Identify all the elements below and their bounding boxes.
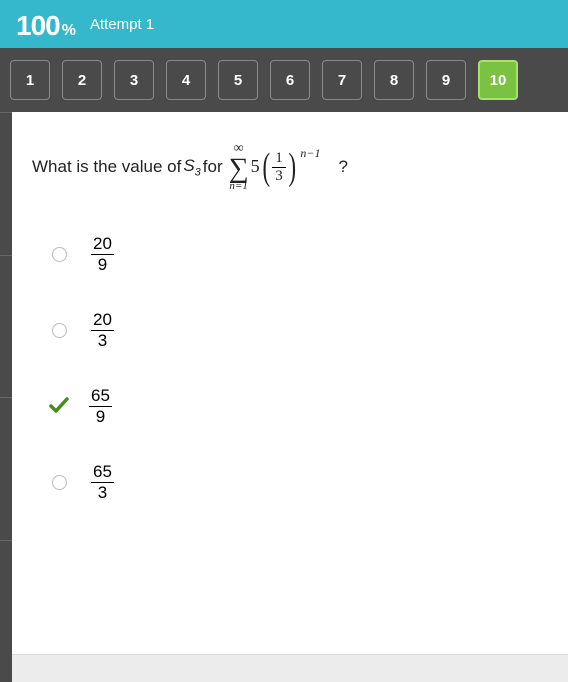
fraction: 1 3	[272, 150, 286, 184]
option-fraction: 653	[91, 462, 114, 502]
answer-options: 209 203 659 653	[52, 232, 548, 504]
percent-sign: %	[62, 22, 76, 40]
question-text: What is the value of S3 for ∞ ∑ n=1 5 ( …	[32, 142, 548, 192]
exponent: n−1	[300, 146, 320, 162]
option-fraction: 659	[89, 386, 112, 426]
radio-button[interactable]	[52, 247, 67, 262]
answer-option-1[interactable]: 203	[52, 308, 548, 352]
right-paren: )	[288, 152, 296, 182]
nav-question-10[interactable]: 10	[478, 60, 518, 100]
radio-button[interactable]	[52, 323, 67, 338]
footer-bar	[12, 654, 568, 682]
left-strip	[0, 112, 12, 682]
answer-option-2[interactable]: 659	[52, 384, 548, 428]
radio-button[interactable]	[52, 475, 67, 490]
nav-question-7[interactable]: 7	[322, 60, 362, 100]
variable-s: S3	[183, 155, 200, 180]
nav-question-6[interactable]: 6	[270, 60, 310, 100]
left-paren: (	[262, 152, 270, 182]
summation-expression: ∞ ∑ n=1 5 ( 1 3 ) n−1	[229, 142, 321, 192]
nav-question-3[interactable]: 3	[114, 60, 154, 100]
nav-question-8[interactable]: 8	[374, 60, 414, 100]
answer-option-3[interactable]: 653	[52, 460, 548, 504]
option-fraction: 203	[91, 310, 114, 350]
nav-question-9[interactable]: 9	[426, 60, 466, 100]
question-nav: 123456789 10	[0, 48, 568, 112]
answer-option-0[interactable]: 209	[52, 232, 548, 276]
option-fraction: 209	[91, 234, 114, 274]
coefficient: 5	[251, 155, 260, 178]
attempt-label: Attempt 1	[90, 16, 154, 33]
nav-question-2[interactable]: 2	[62, 60, 102, 100]
question-mark: ?	[339, 156, 348, 178]
checkmark-icon	[49, 396, 69, 416]
sigma-symbol: ∑	[229, 156, 249, 181]
score-header: 100% Attempt 1	[0, 0, 568, 48]
question-panel: What is the value of S3 for ∞ ∑ n=1 5 ( …	[12, 112, 568, 682]
nav-question-5[interactable]: 5	[218, 60, 258, 100]
nav-question-4[interactable]: 4	[166, 60, 206, 100]
question-mid: for	[203, 156, 223, 178]
score-value: 100	[16, 10, 60, 42]
nav-question-1[interactable]: 1	[10, 60, 50, 100]
sigma-lower: n=1	[229, 181, 247, 192]
question-prefix: What is the value of	[32, 156, 181, 178]
